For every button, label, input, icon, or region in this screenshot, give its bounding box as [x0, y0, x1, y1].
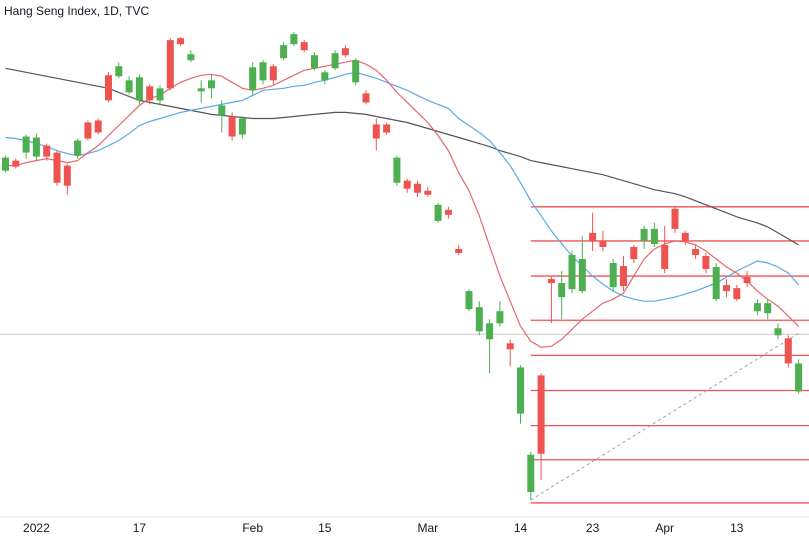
candle-body	[506, 343, 514, 350]
candle-body	[238, 118, 246, 135]
candle-body	[403, 180, 411, 189]
candle-body	[105, 75, 112, 101]
candle-body	[455, 248, 463, 253]
x-tick-label: 2022	[23, 521, 50, 535]
x-tick-label: 14	[514, 521, 528, 535]
candle-body	[692, 248, 700, 255]
candle-body	[146, 86, 154, 101]
x-tick-label: Mar	[417, 521, 438, 535]
candle-body	[578, 259, 586, 292]
candle-body	[568, 254, 576, 290]
candle-body	[640, 228, 648, 241]
candle-body	[218, 105, 226, 116]
candle-body	[362, 93, 370, 103]
candle-body	[63, 165, 71, 186]
candle-body	[166, 40, 174, 89]
candle-body	[496, 311, 504, 324]
candle-body	[589, 232, 597, 241]
candle-body	[84, 122, 92, 139]
candle-body	[383, 124, 391, 133]
candle-body	[630, 246, 638, 260]
candle-body	[743, 277, 751, 284]
candle-body	[517, 367, 524, 414]
candle-body	[681, 232, 689, 241]
candle-body	[177, 38, 185, 45]
candle-body	[187, 54, 195, 61]
plot-area	[0, 32, 809, 504]
x-tick-label: Apr	[655, 521, 674, 535]
candle-body	[208, 80, 215, 89]
candle-body	[94, 120, 102, 133]
candle-body	[599, 240, 607, 247]
candle-body	[197, 88, 205, 92]
candle-body	[393, 157, 401, 183]
candle-body	[671, 208, 679, 229]
candle-body	[795, 363, 803, 392]
candle-body	[321, 72, 329, 81]
candle-body	[609, 263, 617, 288]
candle-body	[300, 42, 308, 51]
candle-body	[558, 283, 566, 298]
candle-body	[784, 338, 792, 364]
candle-body	[465, 291, 473, 310]
x-tick-label: 13	[730, 521, 744, 535]
candle-body	[764, 303, 772, 314]
candle-body	[43, 145, 51, 157]
candle-body	[74, 140, 82, 156]
trendline	[530, 332, 799, 501]
x-tick-label: 23	[586, 521, 600, 535]
candle-body	[712, 267, 720, 300]
candle-body	[547, 279, 555, 284]
candle-body	[733, 288, 741, 300]
candle-body	[135, 77, 143, 101]
x-tick-label: Feb	[242, 521, 263, 535]
candle-body	[723, 285, 730, 292]
candle-body	[444, 209, 452, 215]
candle-body	[341, 48, 349, 56]
candle-body	[702, 255, 710, 270]
candle-body	[486, 323, 494, 340]
moving-average-line	[5, 59, 800, 348]
candle-body	[650, 228, 658, 244]
candle-body	[434, 204, 442, 221]
candle-body	[12, 160, 20, 167]
candle-body	[2, 157, 9, 171]
candle-body	[32, 137, 40, 157]
candle-body	[424, 190, 432, 195]
x-tick-label: 17	[133, 521, 147, 535]
candle-body	[475, 307, 483, 332]
candle-body	[331, 53, 339, 69]
candle-body	[269, 66, 277, 81]
candle-body	[53, 152, 61, 183]
candle-body	[156, 88, 164, 101]
candle-body	[311, 55, 318, 69]
candle-body	[22, 136, 30, 153]
candle-body	[249, 67, 257, 91]
x-tick-label: 15	[318, 521, 332, 535]
candle-body	[414, 183, 421, 193]
candle-body	[620, 266, 627, 287]
candle-body	[280, 45, 288, 59]
moving-average-line	[5, 71, 800, 302]
candle-body	[753, 303, 761, 312]
candle-body	[372, 124, 380, 139]
candle-body	[661, 244, 669, 270]
candle-body	[259, 62, 267, 81]
candle-body	[290, 34, 298, 45]
candle-body	[115, 66, 123, 77]
candle-body	[774, 328, 782, 336]
candle-body	[125, 80, 133, 93]
candle-body	[527, 454, 535, 492]
candle-body	[228, 116, 236, 137]
candle-body	[352, 60, 360, 83]
candle-body	[537, 375, 545, 454]
chart-title: Hang Seng Index, 1D, TVC	[4, 4, 150, 18]
